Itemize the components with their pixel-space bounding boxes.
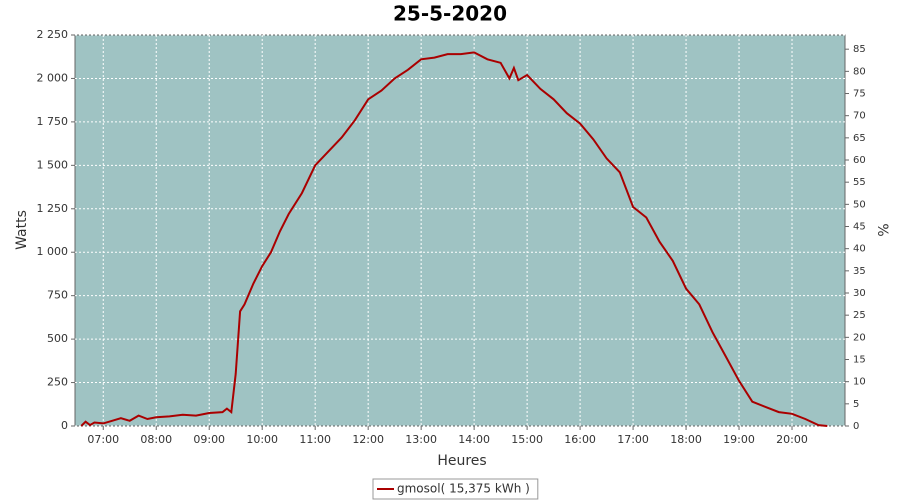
- y2-tick-label: 15: [853, 355, 866, 366]
- x-tick-label: 15:00: [511, 433, 543, 446]
- y-tick-label: 1 000: [37, 245, 69, 258]
- chart-title: 25-5-2020: [393, 2, 507, 26]
- legend-box: [372, 478, 539, 500]
- x-tick-label: 08:00: [140, 433, 172, 446]
- y2-tick-label: 5: [853, 399, 859, 410]
- legend-label: gmosol( 15,375 kWh ): [397, 482, 530, 496]
- y-tick-label: 0: [61, 419, 68, 432]
- y2-tick-label: 80: [853, 66, 866, 77]
- x-tick-label: 16:00: [564, 433, 596, 446]
- plot-area: [74, 34, 846, 427]
- y-tick-label: 500: [47, 332, 68, 345]
- series-line: [80, 51, 828, 427]
- x-tick-label: 11:00: [299, 433, 331, 446]
- x-tick-label: 10:00: [246, 433, 278, 446]
- y2-tick-label: 60: [853, 155, 866, 166]
- y2-tick-label: 50: [853, 199, 866, 210]
- y2-axis-label: %: [874, 223, 890, 236]
- x-tick-label: 13:00: [405, 433, 437, 446]
- x-axis-label: Heures: [437, 453, 486, 469]
- y-tick-label: 1 750: [37, 115, 69, 128]
- y2-tick-label: 65: [853, 133, 866, 144]
- y-tick-label: 1 250: [37, 202, 69, 215]
- y2-tick-label: 75: [853, 89, 866, 100]
- x-tick-label: 09:00: [193, 433, 225, 446]
- x-tick-label: 18:00: [670, 433, 702, 446]
- y2-tick-label: 55: [853, 177, 866, 188]
- y2-tick-label: 85: [853, 44, 866, 55]
- x-tick-label: 12:00: [352, 433, 384, 446]
- y-tick-label: 2 250: [37, 28, 69, 41]
- y2-tick-label: 45: [853, 222, 866, 233]
- y2-tick-label: 20: [853, 332, 866, 343]
- y-tick-label: 250: [47, 376, 68, 389]
- y2-tick-label: 35: [853, 266, 866, 277]
- y-tick-label: 2 000: [37, 71, 69, 84]
- y-tick-label: 1 500: [37, 158, 69, 171]
- legend: gmosol( 15,375 kWh ): [372, 478, 539, 500]
- x-tick-label: 07:00: [87, 433, 119, 446]
- y-tick-label: 750: [47, 289, 68, 302]
- x-tick-label: 14:00: [458, 433, 490, 446]
- x-tick-label: 20:00: [776, 433, 808, 446]
- y2-tick-label: 25: [853, 310, 866, 321]
- y2-tick-label: 40: [853, 244, 866, 255]
- y-axis-label: Watts: [14, 210, 30, 250]
- y2-tick-label: 70: [853, 111, 866, 122]
- y2-tick-label: 0: [853, 421, 859, 432]
- y2-tick-label: 10: [853, 377, 866, 388]
- y2-tick-label: 30: [853, 288, 866, 299]
- x-tick-label: 19:00: [723, 433, 755, 446]
- x-tick-label: 17:00: [617, 433, 649, 446]
